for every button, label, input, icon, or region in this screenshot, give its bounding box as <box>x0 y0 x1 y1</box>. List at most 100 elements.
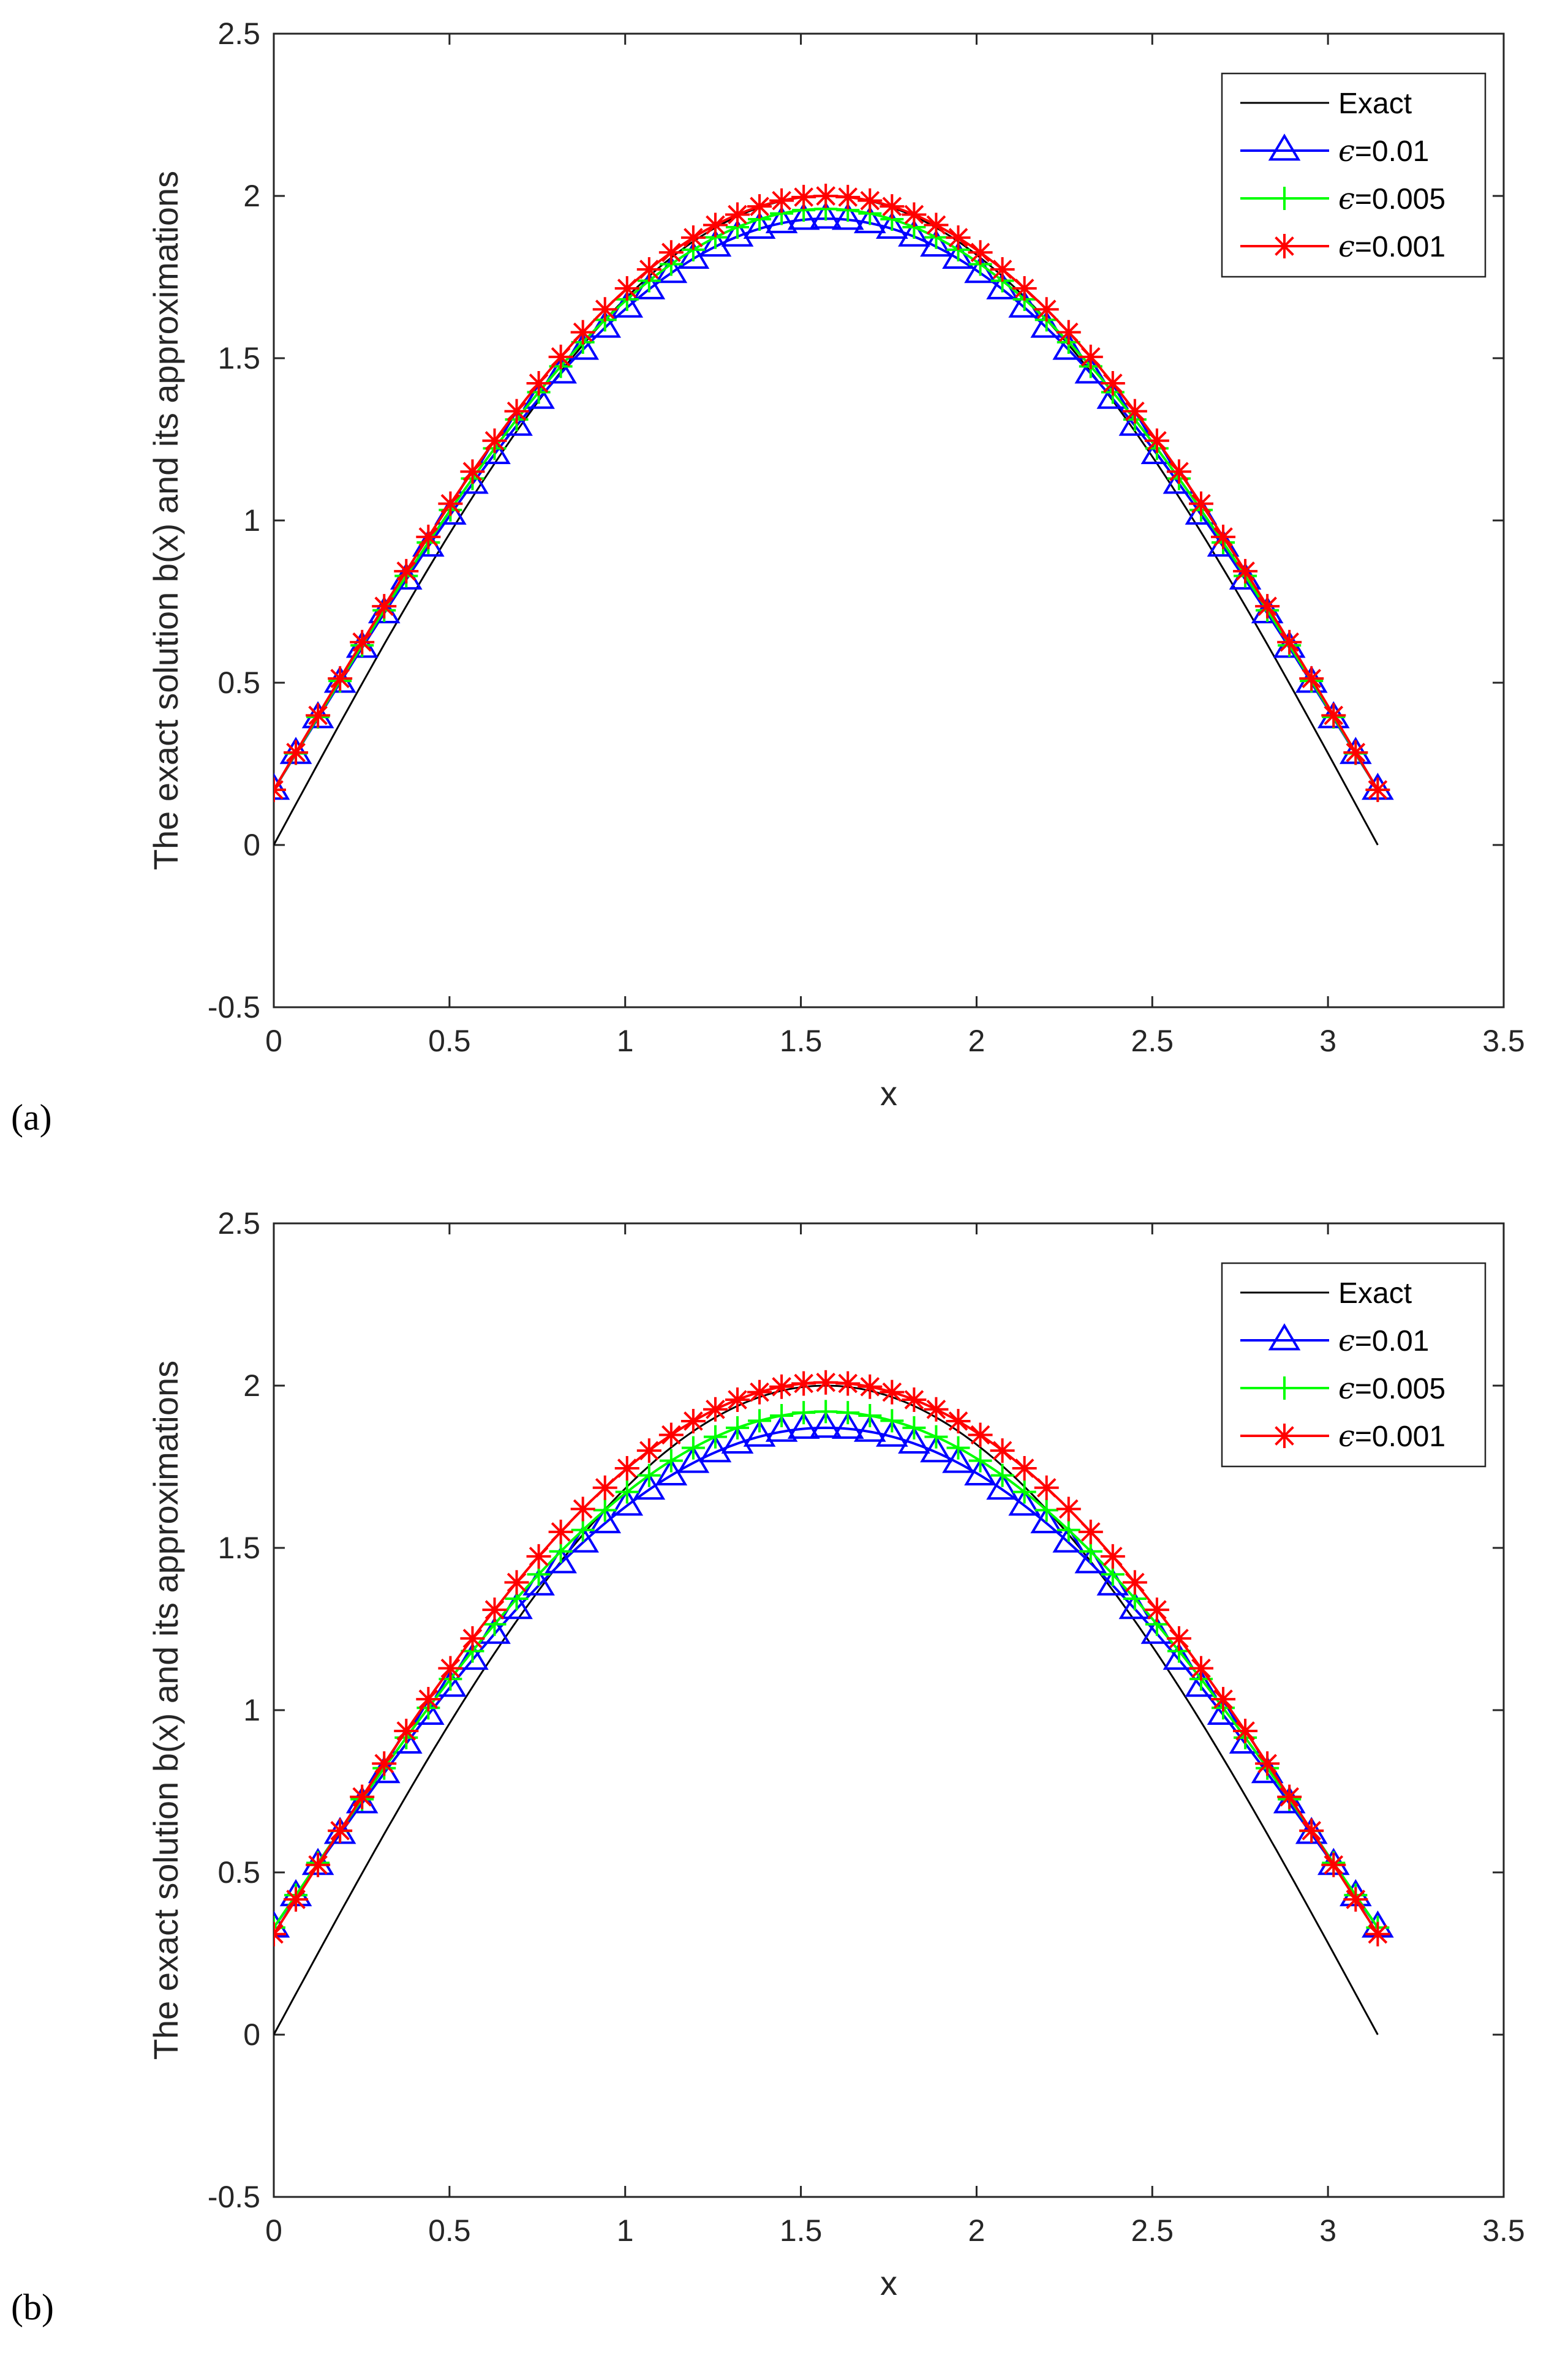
data-point <box>611 1488 644 1516</box>
data-point <box>658 240 684 265</box>
x-tick-label: 0 <box>265 2213 282 2248</box>
data-point <box>1100 1544 1125 1569</box>
legend-item: ϵ=0.01 <box>1240 1323 1429 1358</box>
data-point <box>813 1370 839 1395</box>
series-asterisk <box>274 1370 1390 1946</box>
data-point <box>924 1425 948 1449</box>
data-point <box>787 203 820 230</box>
data-point <box>1185 1669 1218 1697</box>
data-point <box>328 1818 353 1843</box>
data-point <box>500 408 533 436</box>
data-point <box>1118 408 1151 436</box>
legend-name: =0.001 <box>1355 231 1445 263</box>
legend-name: =0.01 <box>1355 1325 1429 1357</box>
data-point <box>284 740 309 765</box>
data-point <box>677 1446 710 1473</box>
data-point <box>438 491 463 516</box>
data-point <box>814 1400 838 1424</box>
data-point <box>681 1436 705 1460</box>
y-tick-label: 0 <box>243 828 260 862</box>
legend-name: =0.005 <box>1355 1373 1445 1405</box>
x-tick-label: 2.5 <box>1131 2213 1174 2248</box>
chart-panel-b: 0 0.5 1 1.5 2 2.5 3 3.5 -0.5 0 0.5 1 1.5 2 2.5 x The exa… <box>0 1190 1549 2379</box>
data-point <box>306 1852 331 1877</box>
data-point <box>482 428 507 453</box>
data-point <box>636 257 661 282</box>
y-tick-label: -0.5 <box>208 990 260 1024</box>
series-asterisk <box>274 184 1390 802</box>
y-tick-label: 2 <box>243 179 260 213</box>
data-point <box>1211 524 1236 549</box>
data-point <box>902 1387 927 1413</box>
data-point <box>703 1425 727 1449</box>
data-point <box>592 1475 617 1500</box>
data-point <box>835 1371 861 1396</box>
data-point <box>1078 1519 1103 1544</box>
legend-item: ϵ=0.005 <box>1240 1372 1445 1406</box>
data-point <box>570 320 595 345</box>
y-axis-label: The exact solution b(x) and its approxim… <box>146 171 185 870</box>
legend-marker <box>1273 187 1296 210</box>
data-point <box>284 1887 309 1912</box>
data-point <box>946 1408 971 1433</box>
data-point <box>765 206 798 233</box>
data-point <box>567 1525 599 1553</box>
legend-name: =0.005 <box>1355 183 1445 216</box>
y-tick-label: 1 <box>243 1693 260 1727</box>
y-tick-label: 2.5 <box>217 1206 260 1241</box>
data-point <box>765 1414 798 1442</box>
data-point <box>902 202 927 227</box>
legend-label: ϵ=0.001 <box>1338 230 1445 264</box>
data-point <box>592 297 617 322</box>
data-point <box>1299 666 1324 691</box>
data-point <box>920 229 952 257</box>
data-point <box>1166 1626 1191 1651</box>
data-point <box>328 666 353 691</box>
data-point <box>659 1449 683 1473</box>
y-tick-label: 0.5 <box>217 1855 260 1890</box>
legend-symbol: ϵ <box>1338 1419 1355 1454</box>
data-point <box>680 225 706 250</box>
data-point <box>792 1401 816 1425</box>
data-point <box>372 1751 397 1776</box>
data-point <box>482 1597 507 1623</box>
data-point <box>460 459 485 484</box>
data-point <box>726 1416 749 1440</box>
data-point <box>769 188 794 213</box>
data-point <box>1163 1642 1196 1670</box>
data-point <box>1343 1887 1368 1912</box>
data-point <box>743 211 776 239</box>
data-point <box>703 212 728 238</box>
legend-box <box>1221 72 1487 278</box>
data-point <box>526 370 551 396</box>
data-point <box>787 1411 820 1439</box>
data-point <box>571 1518 595 1542</box>
x-tick-label: 0.5 <box>428 2213 471 2248</box>
data-point <box>1277 1784 1302 1809</box>
data-point <box>1189 491 1213 516</box>
x-tick-label: 1.5 <box>780 1024 823 1058</box>
data-point <box>456 1642 489 1670</box>
data-point <box>1035 1498 1058 1522</box>
legend-label: ϵ=0.005 <box>1338 182 1445 216</box>
x-tick-label: 2.5 <box>1131 1024 1174 1058</box>
data-point <box>1365 1921 1390 1946</box>
data-point <box>350 1784 375 1809</box>
data-point <box>721 1426 754 1454</box>
legend-name: =0.001 <box>1355 1421 1445 1453</box>
data-point <box>809 1410 842 1438</box>
data-point <box>350 629 375 655</box>
data-point <box>791 184 816 209</box>
data-point <box>858 1404 882 1428</box>
data-point <box>306 703 331 728</box>
data-point <box>990 1438 1015 1463</box>
legend-name: =0.01 <box>1355 135 1429 168</box>
data-point <box>1166 459 1191 484</box>
legend-marker <box>1272 234 1297 258</box>
data-point <box>836 1401 860 1425</box>
data-point <box>898 219 930 247</box>
